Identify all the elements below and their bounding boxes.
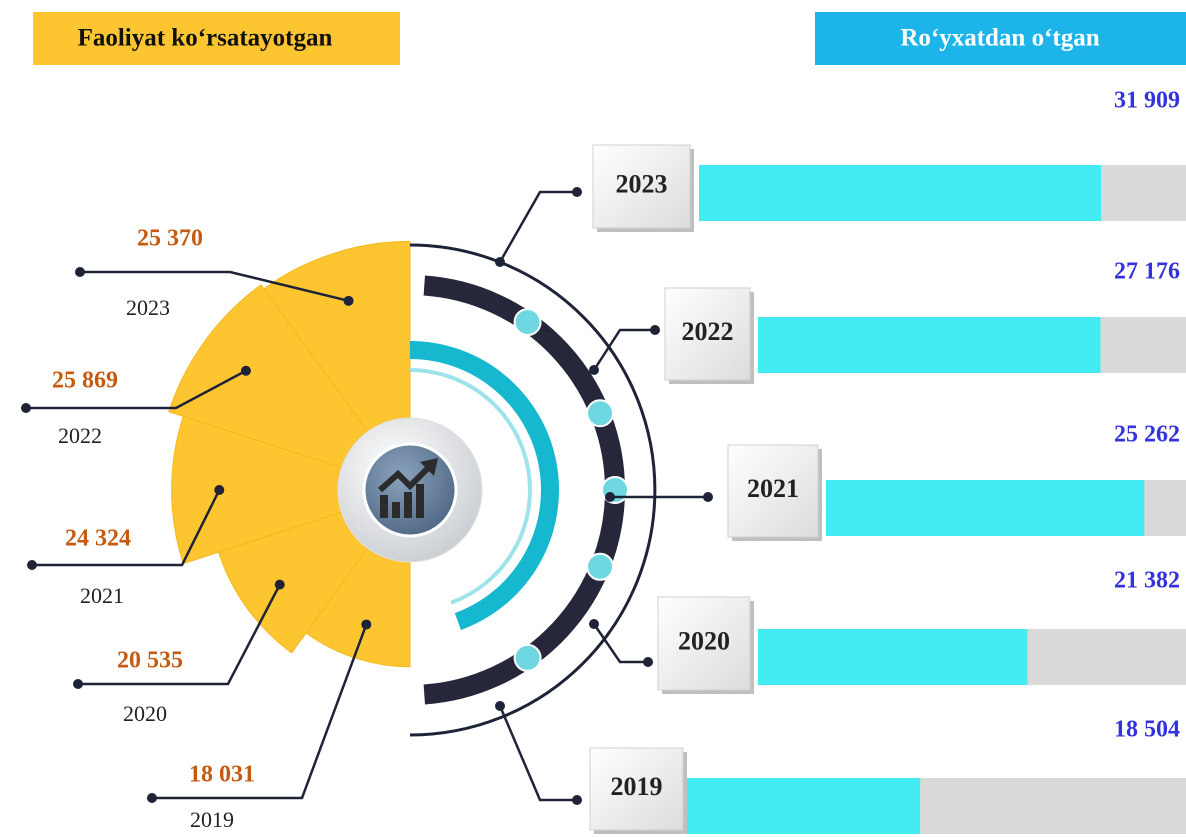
category-label: 2021 bbox=[747, 474, 799, 503]
bar bbox=[687, 778, 921, 834]
leader-dot bbox=[643, 657, 653, 667]
value-label: 25 370 bbox=[137, 226, 203, 252]
leader-dot bbox=[650, 325, 660, 335]
value-label: 24 324 bbox=[65, 526, 131, 552]
left-header-bg bbox=[33, 12, 400, 65]
outer-ring bbox=[409, 243, 657, 737]
value-label: 31 909 bbox=[1114, 88, 1180, 114]
year-box bbox=[589, 747, 684, 831]
bar-chart: 2023 31 909 2022 27 176 2021 25 262 2020 21 382… bbox=[589, 88, 1186, 834]
icon bbox=[380, 484, 424, 518]
category-label: 2020 bbox=[678, 626, 730, 655]
leader-line bbox=[32, 489, 221, 567]
year-box bbox=[727, 444, 819, 538]
bar bbox=[826, 480, 1145, 536]
category-label: 2023 bbox=[616, 169, 668, 198]
ring-dot bbox=[513, 643, 542, 672]
bar bbox=[758, 317, 1101, 373]
value-label: 21 382 bbox=[1114, 568, 1180, 594]
leader-line bbox=[78, 584, 281, 686]
leader-dot bbox=[75, 267, 85, 277]
year-box bbox=[664, 287, 751, 381]
leader-dot bbox=[21, 403, 31, 413]
leader-line bbox=[498, 705, 577, 802]
icon-arrow bbox=[378, 465, 431, 493]
bar bbox=[699, 165, 1102, 221]
leader-dot bbox=[495, 257, 505, 267]
bar bbox=[758, 629, 1028, 685]
leader-dot bbox=[703, 492, 713, 502]
right-title: Ro‘yxatdan o‘tgan bbox=[900, 25, 1099, 52]
leader-line bbox=[592, 623, 648, 664]
leader-line bbox=[80, 270, 349, 303]
cyan-ring bbox=[409, 341, 559, 631]
year-box bbox=[592, 144, 691, 229]
ring-dot bbox=[513, 308, 542, 337]
leader-dot bbox=[343, 295, 354, 306]
leader-dot bbox=[73, 679, 83, 689]
leader-dot bbox=[214, 485, 225, 495]
category-label: 2019 bbox=[611, 772, 663, 801]
year-box bbox=[657, 596, 751, 691]
value-label: 20 535 bbox=[117, 648, 183, 674]
leader-dot bbox=[572, 187, 582, 197]
polar-segment bbox=[171, 415, 412, 565]
leader-dot bbox=[147, 793, 157, 803]
ring-dot bbox=[586, 552, 615, 581]
ring-dot bbox=[586, 399, 615, 428]
left-title: Faoliyat ko‘rsatayotgan bbox=[78, 25, 333, 52]
category-label: 2023 bbox=[126, 295, 170, 320]
polar-segment bbox=[168, 284, 412, 491]
leader-dot bbox=[589, 619, 599, 629]
leader-dot bbox=[27, 560, 37, 570]
category-label: 2020 bbox=[123, 701, 167, 726]
leader-dot bbox=[605, 492, 615, 502]
leader-dot bbox=[361, 619, 372, 630]
category-label: 2022 bbox=[682, 317, 734, 346]
value-label: 18 031 bbox=[189, 762, 255, 788]
category-label: 2022 bbox=[58, 423, 102, 448]
leader-dot bbox=[495, 701, 505, 711]
rings bbox=[337, 187, 713, 805]
leader-dot bbox=[589, 365, 599, 375]
leader-line bbox=[152, 624, 368, 800]
leader-line bbox=[26, 369, 247, 410]
leader-line bbox=[592, 328, 655, 371]
cyan-ring-inner bbox=[409, 368, 532, 605]
value-label: 25 869 bbox=[52, 368, 118, 394]
leader-dot bbox=[240, 365, 251, 376]
right-header-bg bbox=[815, 12, 1186, 65]
leader-line bbox=[498, 190, 577, 263]
leader-dot bbox=[274, 579, 285, 590]
value-label: 18 504 bbox=[1114, 717, 1180, 743]
category-label: 2021 bbox=[80, 583, 124, 608]
leader-dot bbox=[572, 795, 582, 805]
icon-arrowhead bbox=[420, 458, 438, 476]
value-label: 25 262 bbox=[1114, 422, 1180, 448]
value-label: 27 176 bbox=[1114, 259, 1180, 285]
category-label: 2019 bbox=[190, 807, 234, 832]
